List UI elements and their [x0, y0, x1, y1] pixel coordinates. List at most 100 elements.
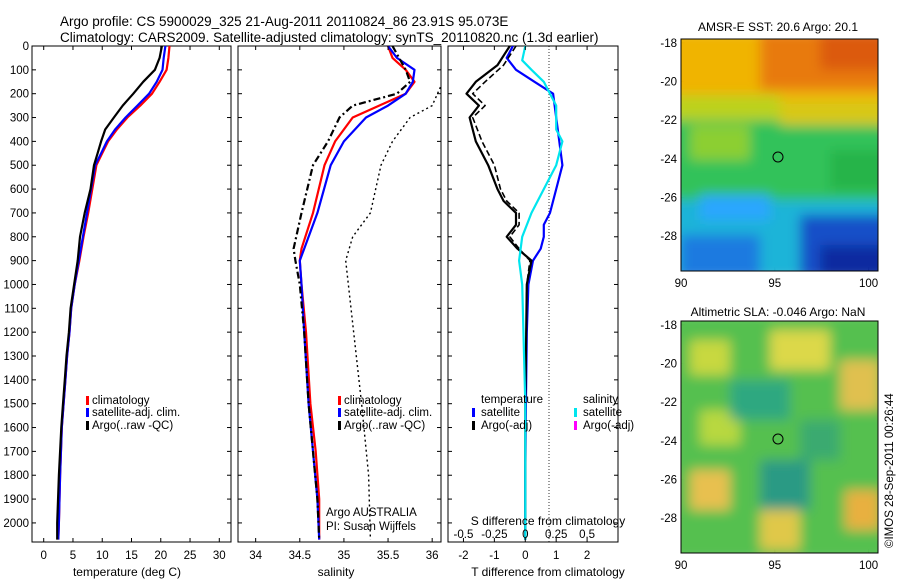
- depth-tick-label: 0: [23, 41, 29, 53]
- legend-title-salinity: salinity: [583, 394, 618, 406]
- top-tick-label: -0.25: [481, 529, 507, 541]
- salinity-series-layer: [292, 46, 441, 540]
- legend-label: satellite-adj. clim.: [92, 407, 180, 419]
- map-y-tick-label: -22: [660, 397, 677, 409]
- sla-map-frame: [680, 320, 879, 554]
- difference-xlabel-top: S difference from climatology: [471, 514, 626, 528]
- map-x-tick-label: 90: [675, 278, 688, 290]
- imos-timestamp: ©IMOS 28-Sep-2011 00:26:44: [884, 393, 896, 548]
- temperature-legend: climatology satellite-adj. clim. Argo(..…: [86, 395, 180, 432]
- top-tick-label: 0.5: [579, 529, 595, 541]
- map-x-tick-label: 95: [768, 278, 781, 290]
- map-y-tick-label: -20: [660, 77, 677, 89]
- legend-label: Argo(-adj): [481, 420, 532, 432]
- depth-tick-label: 1500: [3, 399, 29, 411]
- sst-map-image: [681, 39, 878, 271]
- legend-label: satellite: [583, 407, 622, 419]
- x-tick-label: 0: [522, 550, 528, 562]
- map-y-tick-label: -24: [660, 154, 677, 166]
- map-x-tick-label: 100: [859, 278, 878, 290]
- depth-tick-label: 400: [10, 136, 29, 148]
- figure-title-line1: Argo profile: CS 5900029_325 21-Aug-2011…: [60, 14, 508, 29]
- legend-swatch-sal-argo: [574, 421, 577, 430]
- salinity-panel: [237, 45, 442, 543]
- legend-label: satellite-adj. clim.: [344, 407, 432, 419]
- map-y-tick-label: -18: [660, 320, 677, 332]
- map-x-tick-label: 100: [859, 560, 878, 572]
- map-y-tick-label: -26: [660, 193, 677, 205]
- difference-xlabel: T difference from climatology: [471, 565, 625, 579]
- x-tick-label: 34: [249, 550, 262, 562]
- series-line: [292, 46, 412, 540]
- x-tick-label: 1: [553, 550, 559, 562]
- x-tick-label: 35.5: [377, 550, 399, 562]
- temperature-xlabel: temperature (deg C): [73, 565, 181, 579]
- map-y-tick-label: -28: [660, 231, 677, 243]
- salinity-xlabel: salinity: [318, 565, 355, 579]
- salinity-legend: climatology satellite-adj. clim. Argo(..…: [338, 395, 432, 432]
- map-y-tick-label: -24: [660, 436, 677, 448]
- legend-label: climatology: [92, 395, 150, 407]
- depth-tick-label: 1900: [3, 494, 29, 506]
- top-tick-label: -0.5: [454, 529, 474, 541]
- series-line: [517, 46, 564, 540]
- legend-label: Argo(..raw -QC): [92, 420, 173, 432]
- legend-swatch-sal-satellite: [574, 408, 577, 417]
- x-tick-label: 36: [426, 550, 439, 562]
- map-x-tick-label: 90: [675, 560, 688, 572]
- depth-tick-label: 800: [10, 232, 29, 244]
- map-y-tick-label: -22: [660, 115, 677, 127]
- legend-label: Argo(..raw -QC): [344, 420, 425, 432]
- legend-swatch-argo: [338, 421, 341, 430]
- x-tick-label: 15: [125, 550, 138, 562]
- x-tick-label: 2: [584, 550, 590, 562]
- legend-label: satellite: [481, 407, 520, 419]
- legend-swatch-climatology: [86, 396, 89, 405]
- depth-tick-label: 200: [10, 89, 29, 101]
- temperature-series-layer: [56, 46, 171, 540]
- x-tick-label: 35: [338, 550, 351, 562]
- depth-tick-label: 1200: [3, 327, 29, 339]
- top-tick-label: 0: [522, 529, 528, 541]
- difference-legend: temperature satellite Argo(-adj) salinit…: [472, 394, 634, 432]
- depth-tick-label: 1100: [4, 303, 29, 315]
- sst-map-frame: [680, 38, 879, 272]
- depth-tick-label: 1300: [3, 351, 29, 363]
- series-line: [56, 46, 163, 540]
- legend-label: climatology: [344, 395, 402, 407]
- series-line: [345, 84, 441, 540]
- legend-swatch-satellite: [338, 408, 341, 417]
- depth-tick-label: 300: [10, 113, 29, 125]
- depth-tick-label: 700: [10, 208, 29, 220]
- map-x-tick-label: 95: [768, 560, 781, 572]
- x-tick-label: 25: [184, 550, 197, 562]
- argo-pi-annotation: PI: Susan Wijffels: [326, 521, 416, 533]
- x-tick-label: -1: [489, 550, 499, 562]
- map-y-tick-label: -28: [660, 513, 677, 525]
- legend-swatch-climatology: [338, 396, 341, 405]
- depth-tick-label: 500: [10, 160, 29, 172]
- sla-map-image: [681, 321, 878, 553]
- legend-swatch-temp-argo: [472, 421, 475, 430]
- series-line: [471, 46, 531, 540]
- legend-swatch-temp-satellite: [472, 408, 475, 417]
- sst-argo-location-marker: [772, 151, 784, 163]
- x-tick-label: 30: [213, 550, 226, 562]
- x-tick-label: 34.5: [289, 550, 311, 562]
- series-line: [465, 46, 533, 540]
- legend-label: Argo(-adj): [583, 420, 634, 432]
- depth-tick-label: 1000: [3, 279, 29, 291]
- legend-swatch-argo: [86, 421, 89, 430]
- x-tick-label: 0: [41, 550, 47, 562]
- sla-argo-location-marker: [772, 433, 784, 445]
- x-tick-label: 20: [154, 550, 167, 562]
- legend-title-temperature: temperature: [481, 394, 543, 406]
- depth-tick-label: 1700: [3, 446, 29, 458]
- map-y-tick-label: -20: [660, 359, 677, 371]
- argo-owner-annotation: Argo AUSTRALIA: [326, 507, 417, 519]
- x-tick-label: -2: [458, 550, 468, 562]
- depth-tick-label: 100: [10, 65, 29, 77]
- x-tick-label: 5: [70, 550, 76, 562]
- figure-title-line2: Climatology: CARS2009. Satellite-adjuste…: [60, 30, 599, 45]
- x-tick-label: 10: [96, 550, 109, 562]
